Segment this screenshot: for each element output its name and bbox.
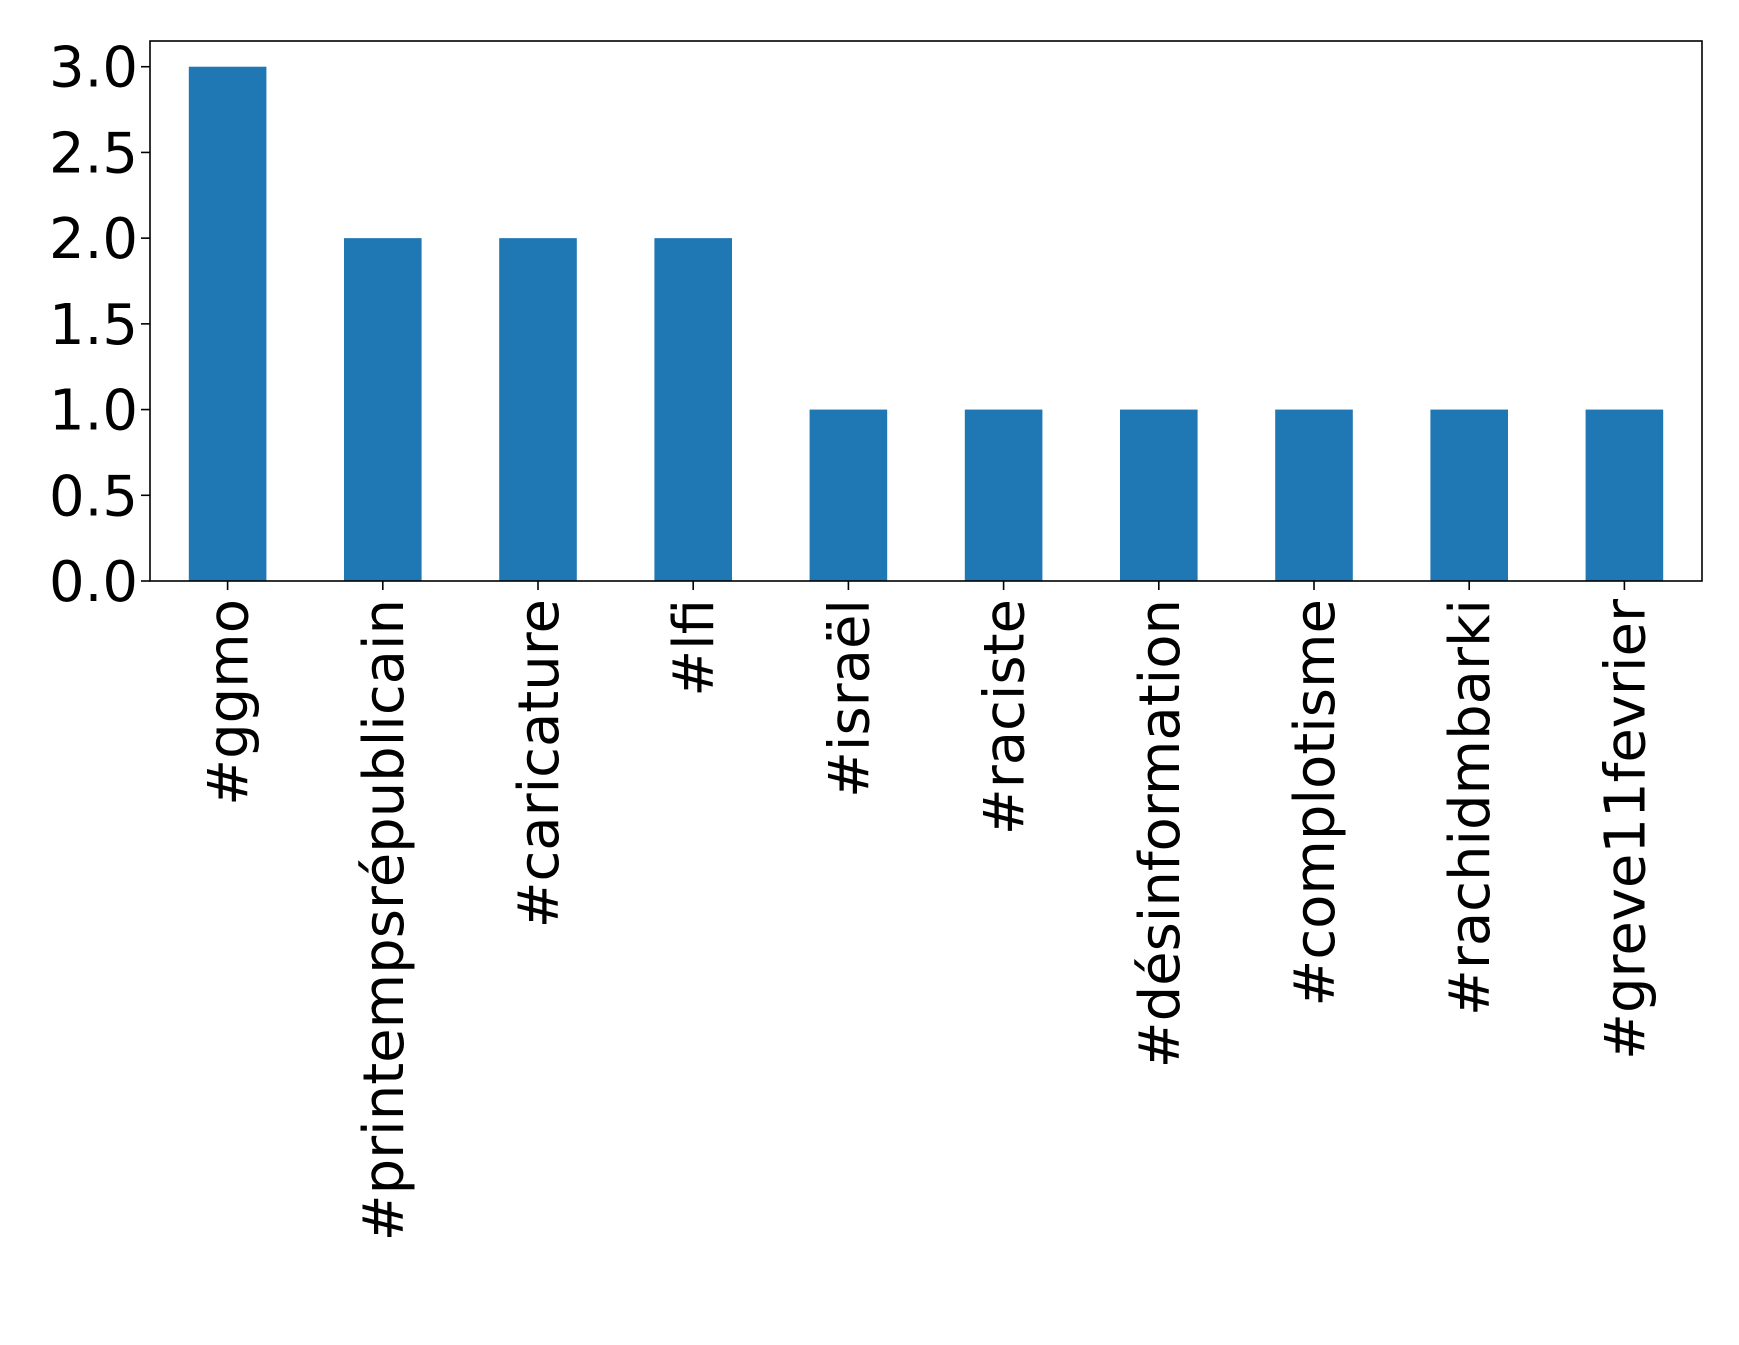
x-tick-label-2: #caricature [507, 599, 572, 928]
bar-4 [809, 409, 888, 581]
x-tick-label-3: #lfi [662, 599, 727, 697]
x-tick-label-6: #désinformation [1128, 599, 1193, 1068]
y-tick-label-4: 2.0 [49, 207, 138, 272]
x-tick-label-5: #raciste [973, 599, 1038, 835]
y-tick-label-5: 2.5 [49, 121, 138, 186]
y-tick-label-2: 1.0 [49, 379, 138, 444]
x-tick-label-9: #greve11fevrier [1593, 598, 1658, 1060]
bar-2 [499, 238, 577, 581]
y-axis-ticks: 0.0 0.5 1.0 1.5 2.0 2.5 3.0 [49, 36, 150, 615]
bar-1 [344, 238, 422, 581]
bar-9 [1585, 409, 1664, 581]
x-axis-ticks: #ggmo #printempsrépublicain #caricature #lf… [197, 581, 1658, 1241]
bar-5 [964, 409, 1043, 581]
x-tick-label-4: #israël [817, 599, 882, 798]
bar-6 [1120, 409, 1198, 581]
bar-8 [1430, 409, 1508, 581]
bar-3 [654, 238, 732, 581]
x-tick-label-8: #rachidmbarki [1438, 599, 1503, 1016]
x-tick-label-0: #ggmo [197, 599, 262, 806]
y-tick-label-3: 1.5 [49, 293, 138, 358]
y-tick-label-0: 0.0 [49, 550, 138, 615]
bar-7 [1275, 409, 1353, 581]
bars-group [188, 66, 1664, 581]
x-tick-label-1: #printempsrépublicain [352, 599, 417, 1241]
y-tick-label-6: 3.0 [49, 36, 138, 101]
bar-0 [188, 66, 267, 581]
y-tick-label-1: 0.5 [49, 464, 138, 529]
x-tick-label-7: #complotisme [1283, 599, 1348, 1007]
plot-frame [149, 40, 1703, 582]
